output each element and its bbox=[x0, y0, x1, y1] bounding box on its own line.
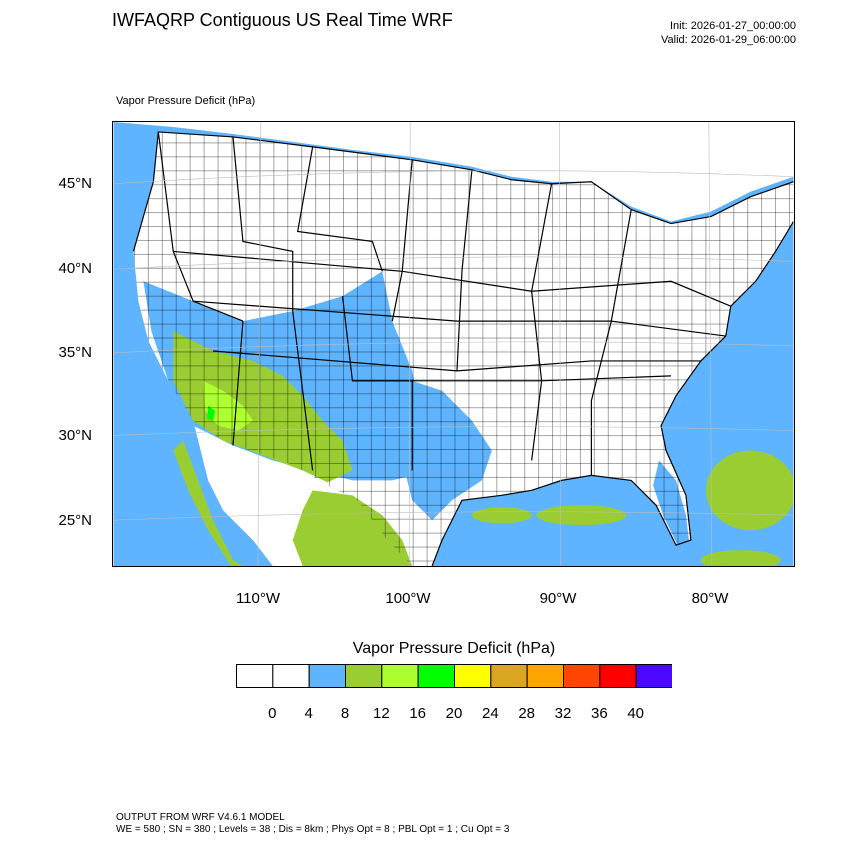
color-legend bbox=[236, 664, 672, 688]
vpd-map bbox=[112, 121, 795, 567]
lat-label-25: 25°N bbox=[58, 512, 92, 529]
map-title: IWFAQRP Contiguous US Real Time WRF bbox=[112, 10, 453, 30]
state-boundaries bbox=[132, 131, 794, 566]
legend-swatch bbox=[417, 664, 455, 688]
legend-tick-label: 16 bbox=[409, 705, 426, 722]
lon-label-80: 80°W bbox=[691, 590, 729, 607]
legend-swatch bbox=[526, 664, 565, 688]
legend-title: Vapor Pressure Deficit (hPa) bbox=[352, 640, 556, 657]
legend-tick-label: 4 bbox=[304, 705, 313, 722]
legend-tick-label: 36 bbox=[590, 705, 608, 722]
legend-swatch bbox=[599, 664, 637, 688]
legend-tick-label: 28 bbox=[518, 705, 535, 722]
lon-label-110: 110°W bbox=[235, 590, 281, 607]
lon-label-100: 100°W bbox=[385, 590, 431, 607]
legend-swatch bbox=[454, 664, 492, 688]
footer-config: WE = 580 ; SN = 380 ; Levels = 38 ; Dis … bbox=[116, 824, 510, 835]
vpd-8-12-gulf bbox=[471, 507, 532, 524]
canada-region bbox=[113, 122, 794, 222]
legend-tick-label: 20 bbox=[445, 705, 463, 722]
vpd-8-12-atlantic bbox=[705, 450, 794, 531]
init-time: Init: 2026-01-27_00:00:00 bbox=[670, 20, 796, 32]
vpd-8-12-mexico bbox=[292, 490, 413, 566]
legend-swatch bbox=[381, 664, 419, 688]
legend-tick-label: 0 bbox=[268, 705, 277, 722]
legend-tick-label: 32 bbox=[554, 705, 572, 722]
legend-swatch bbox=[490, 664, 528, 688]
legend-tick-label: 12 bbox=[372, 705, 390, 722]
lon-label-90: 90°W bbox=[539, 590, 577, 607]
baja-land bbox=[173, 440, 243, 566]
vpd-8-12-gulf-east bbox=[536, 505, 627, 526]
graticule bbox=[113, 122, 794, 566]
legend-tick-label: 24 bbox=[481, 705, 499, 722]
vpd-8-12-caribbean bbox=[700, 550, 781, 566]
legend-swatch bbox=[635, 664, 672, 688]
lat-label-30: 30°N bbox=[58, 427, 92, 444]
lat-label-35: 35°N bbox=[58, 344, 92, 361]
legend-swatch bbox=[345, 664, 383, 688]
lat-label-40: 40°N bbox=[58, 260, 92, 277]
legend-swatch bbox=[563, 664, 601, 688]
lat-label-45: 45°N bbox=[58, 175, 92, 192]
legend-tick-label: 8 bbox=[340, 705, 350, 722]
footer-model: OUTPUT FROM WRF V4.6.1 MODEL bbox=[116, 812, 285, 823]
legend-swatch bbox=[236, 664, 274, 688]
field-label: Vapor Pressure Deficit (hPa) bbox=[116, 95, 256, 107]
county-lines bbox=[133, 131, 794, 566]
legend-tick-label: 40 bbox=[627, 705, 644, 722]
valid-time: Valid: 2026-01-29_06:00:00 bbox=[661, 34, 796, 46]
legend-swatch bbox=[272, 664, 310, 688]
legend-swatch bbox=[308, 664, 346, 688]
